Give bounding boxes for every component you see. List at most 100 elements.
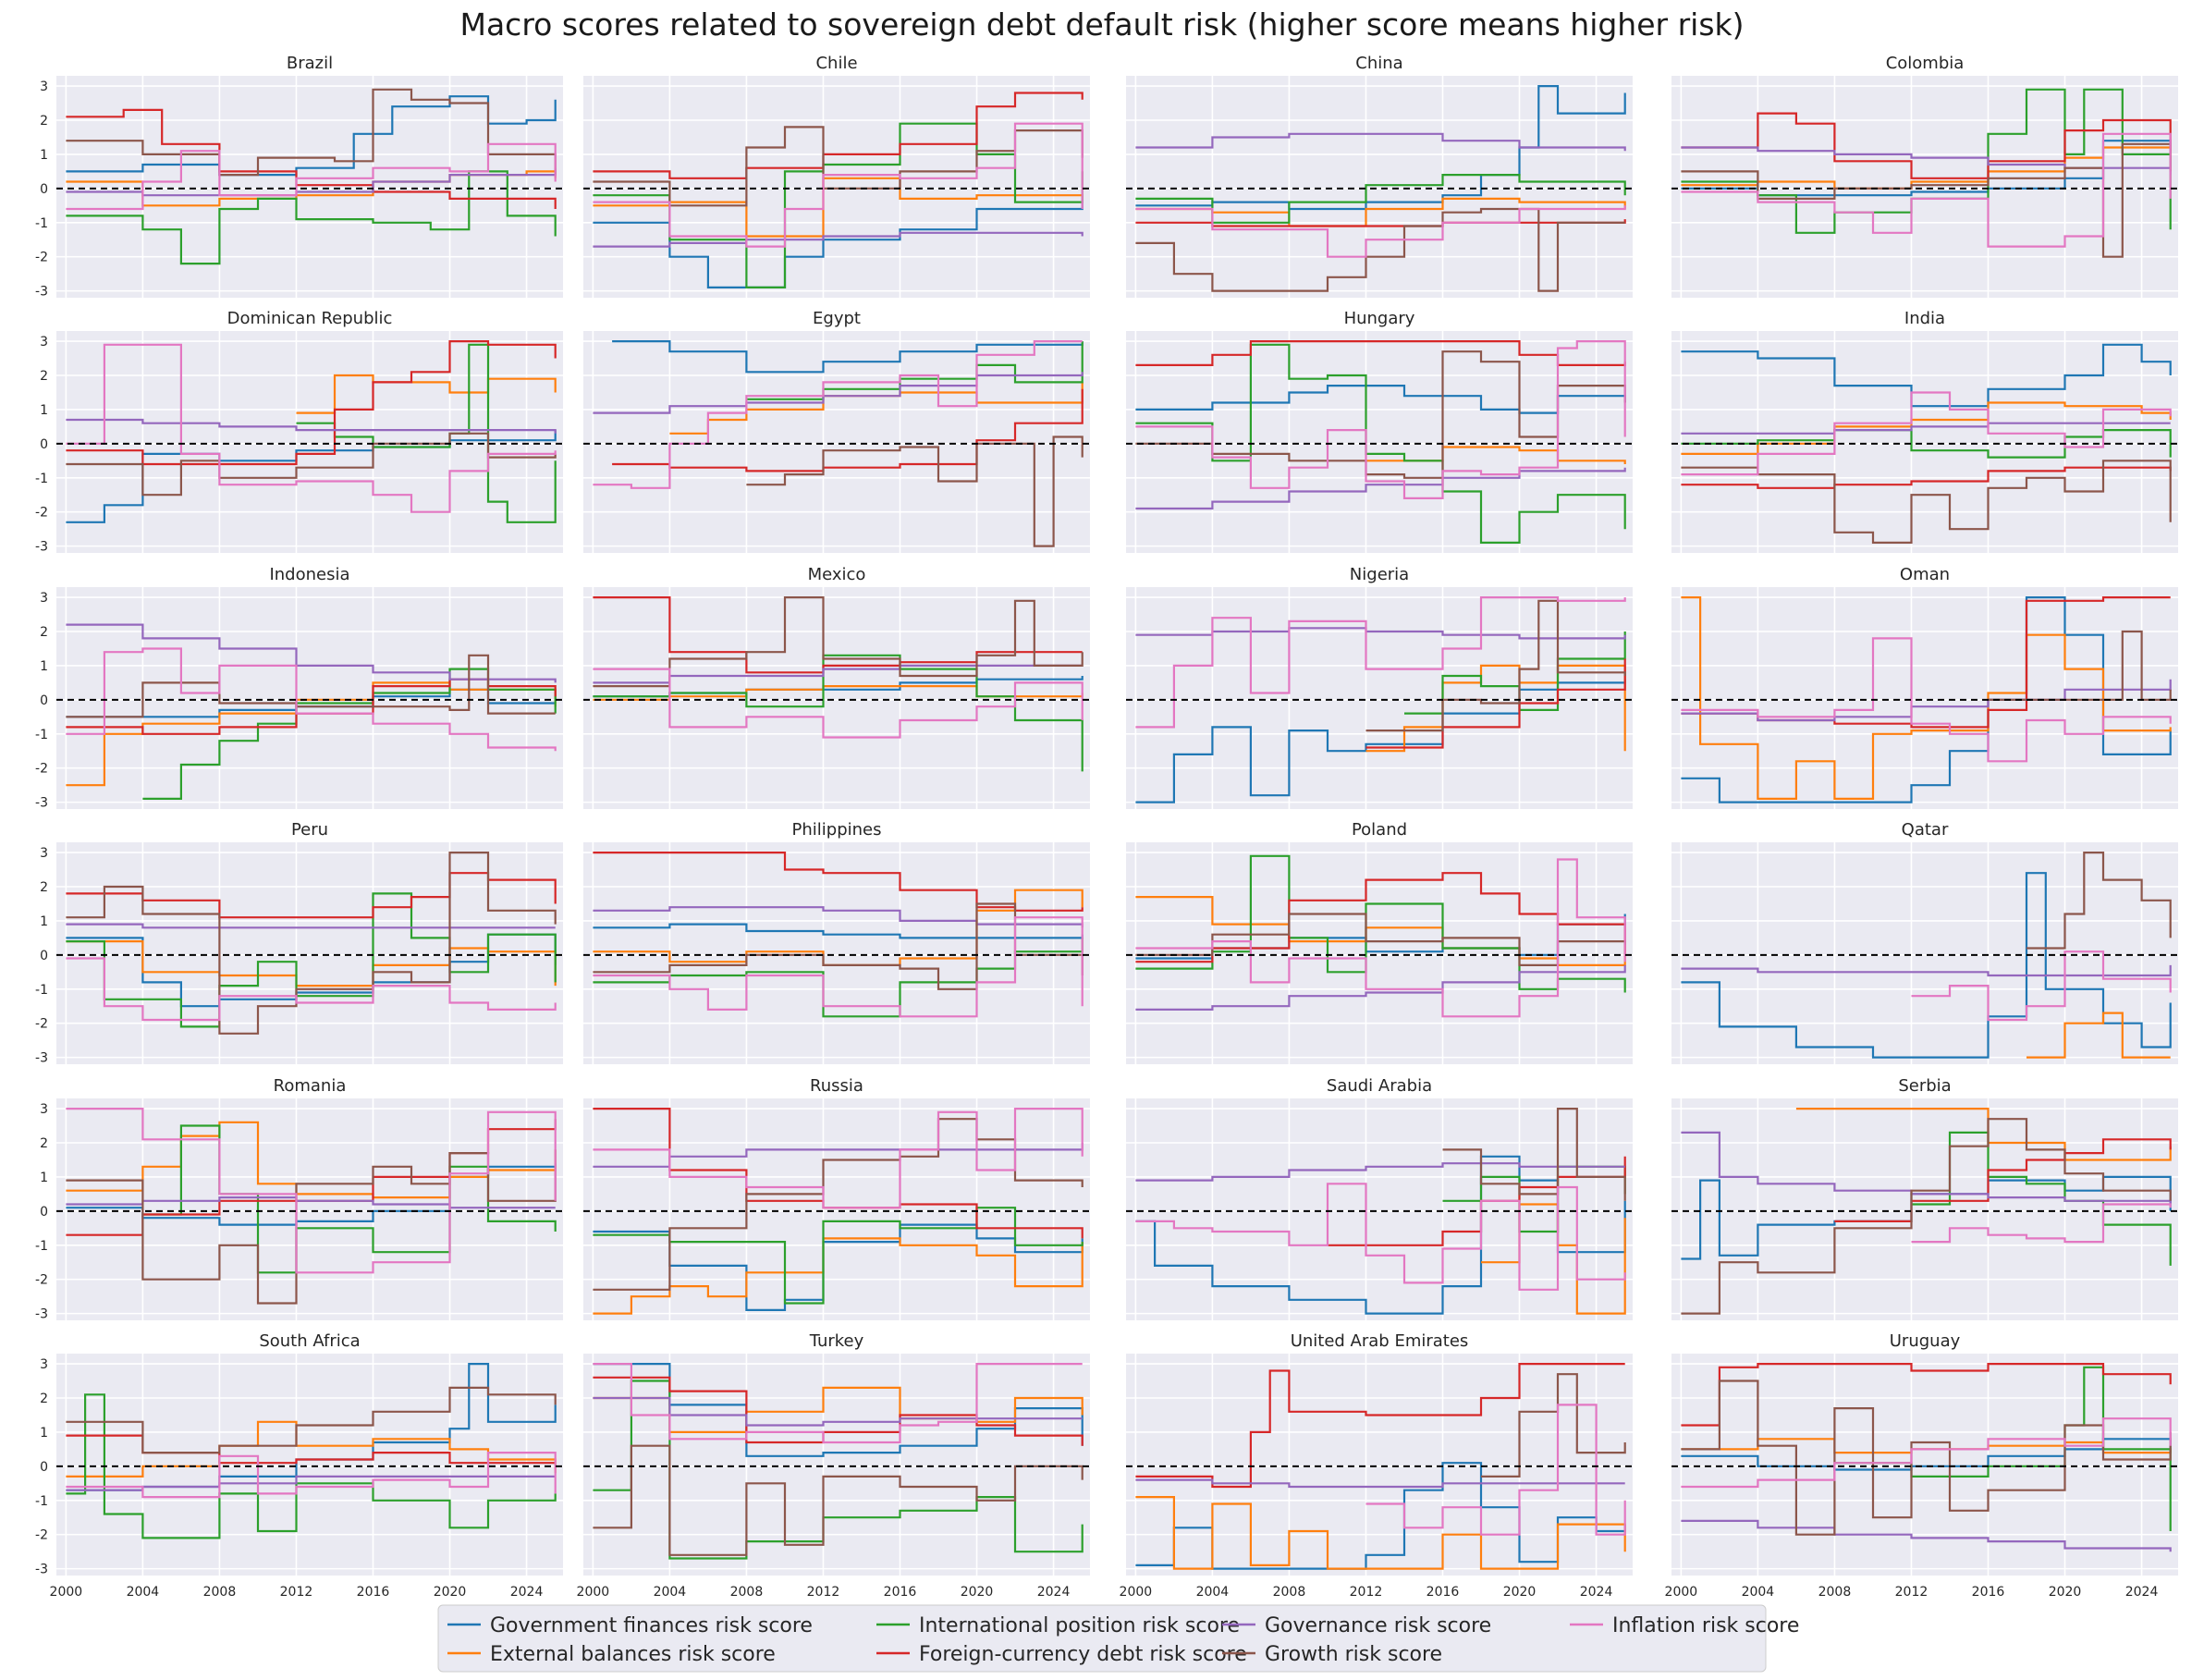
series-line-governance-risk-score	[1681, 422, 2171, 435]
series-line-inflation-risk-score	[1681, 1417, 2172, 1489]
series-line-external-balances-risk-score	[2026, 1012, 2171, 1059]
series-line-foreign-currency-debt-risk-score	[1681, 466, 2172, 489]
panel-uruguay: Uruguay 2000 2004 2008 2012 2016 2020 2024	[1665, 1331, 2178, 1600]
panel-romania: Romania -3 -2 -1 0 1 2 3	[35, 1076, 563, 1322]
series-line-government-finances-risk-score	[593, 923, 1084, 939]
series-lines	[66, 88, 557, 265]
panel-mexico: Mexico	[583, 565, 1090, 809]
y-tick-label: -2	[35, 762, 48, 777]
series-line-inflation-risk-score	[593, 1108, 1084, 1209]
x-tick-label: 2012	[1895, 1585, 1928, 1600]
panel-title: Turkey	[809, 1331, 864, 1351]
series-lines	[1135, 85, 1626, 292]
series-line-foreign-currency-debt-risk-score	[66, 340, 557, 466]
panel-background	[56, 587, 563, 809]
series-line-growth-risk-score	[2026, 852, 2172, 950]
series-lines	[593, 92, 1084, 288]
legend-label: International position risk score	[919, 1614, 1240, 1637]
y-tick-label: 0	[40, 182, 48, 197]
panel-title: Russia	[810, 1076, 863, 1096]
x-tick-label: 2000	[50, 1585, 83, 1600]
panel-nigeria: Nigeria	[1126, 565, 1633, 809]
panel-oman: Oman	[1671, 565, 2178, 809]
y-tick-label: -2	[35, 1273, 48, 1288]
panel-background	[1126, 331, 1633, 553]
series-line-inflation-risk-score	[593, 916, 1084, 1018]
series-lines	[1135, 1108, 1626, 1315]
series-line-growth-risk-score	[1681, 460, 2172, 544]
x-tick-label: 2008	[1818, 1585, 1852, 1600]
series-lines	[66, 340, 557, 523]
series-lines	[593, 1363, 1084, 1560]
series-line-government-finances-risk-score	[593, 198, 1084, 288]
panel-background	[583, 1098, 1090, 1320]
series-line-foreign-currency-debt-risk-score	[1681, 112, 2172, 179]
y-tick-label: -3	[35, 1051, 48, 1066]
legend-item: Inflation risk score	[1570, 1614, 1799, 1637]
y-tick-label: 2	[40, 1136, 48, 1151]
series-line-growth-risk-score	[1481, 1373, 1626, 1478]
series-line-inflation-risk-score	[593, 122, 1084, 248]
y-tick-label: -3	[35, 796, 48, 811]
y-tick-label: 1	[40, 148, 48, 163]
series-line-inflation-risk-score	[593, 668, 1084, 739]
panel-background	[1671, 1354, 2178, 1576]
legend-item: Foreign-currency debt risk score	[876, 1643, 1247, 1666]
series-line-external-balances-risk-score	[66, 170, 557, 207]
panel-title: Serbia	[1898, 1076, 1951, 1096]
panel-qatar: Qatar	[1671, 820, 2178, 1064]
series-line-international-position-risk-score	[1681, 88, 2172, 234]
x-tick-label: 2000	[1665, 1585, 1698, 1600]
panel-title: South Africa	[259, 1331, 360, 1351]
series-line-governance-risk-score	[66, 923, 556, 929]
series-line-inflation-risk-score	[593, 1363, 1083, 1444]
x-tick-label: 2004	[1742, 1585, 1775, 1600]
series-line-foreign-currency-debt-risk-score	[66, 108, 557, 209]
series-line-growth-risk-score	[746, 435, 1084, 547]
panel-saudi-arabia: Saudi Arabia	[1126, 1076, 1633, 1320]
y-tick-label: -1	[35, 1239, 48, 1254]
panel-background	[1671, 76, 2178, 298]
x-tick-label: 2004	[1196, 1585, 1230, 1600]
panel-background	[1126, 1098, 1633, 1320]
series-line-international-position-risk-score	[66, 170, 557, 265]
series-line-governance-risk-score	[1135, 1478, 1625, 1489]
y-tick-label: 2	[40, 1392, 48, 1406]
panel-title: United Arab Emirates	[1291, 1331, 1469, 1351]
panel-poland: Poland	[1126, 820, 1633, 1064]
panel-title: Romania	[274, 1076, 347, 1096]
panel-turkey: Turkey 2000 2004 2008 2012 2016 2020 2024	[577, 1331, 1090, 1600]
series-line-governance-risk-score	[1681, 964, 2172, 977]
series-line-foreign-currency-debt-risk-score	[612, 388, 1084, 472]
panel-background	[56, 331, 563, 553]
y-tick-label: 0	[40, 693, 48, 708]
y-tick-label: 2	[40, 114, 48, 129]
y-tick-label: -1	[35, 983, 48, 998]
x-tick-label: 2016	[884, 1585, 917, 1600]
panel-background	[1671, 587, 2178, 809]
x-tick-label: 2012	[1350, 1585, 1383, 1600]
series-line-external-balances-risk-score	[1135, 1496, 1626, 1570]
panel-background	[1126, 587, 1633, 809]
panel-hungary: Hungary	[1126, 309, 1633, 553]
series-line-inflation-risk-score	[66, 343, 557, 513]
y-tick-label: 3	[40, 80, 48, 94]
series-line-growth-risk-score	[1681, 142, 2172, 258]
panel-background	[56, 76, 563, 298]
panel-background	[1126, 842, 1633, 1064]
series-line-governance-risk-score	[1135, 1162, 1625, 1182]
series-line-inflation-risk-score	[66, 1452, 557, 1499]
y-tick-label: -3	[35, 285, 48, 300]
series-lines	[1135, 340, 1626, 544]
y-tick-label: -2	[35, 1528, 48, 1543]
series-line-foreign-currency-debt-risk-score	[593, 92, 1084, 179]
x-tick-label: 2024	[510, 1585, 544, 1600]
x-tick-label: 2012	[807, 1585, 840, 1600]
panel-title: India	[1904, 309, 1945, 328]
series-lines	[66, 852, 557, 1035]
series-lines	[593, 340, 1084, 547]
panel-background	[1126, 76, 1633, 298]
x-tick-label: 2012	[280, 1585, 313, 1600]
panel-background	[1671, 842, 2178, 1064]
series-lines	[1681, 88, 2172, 258]
